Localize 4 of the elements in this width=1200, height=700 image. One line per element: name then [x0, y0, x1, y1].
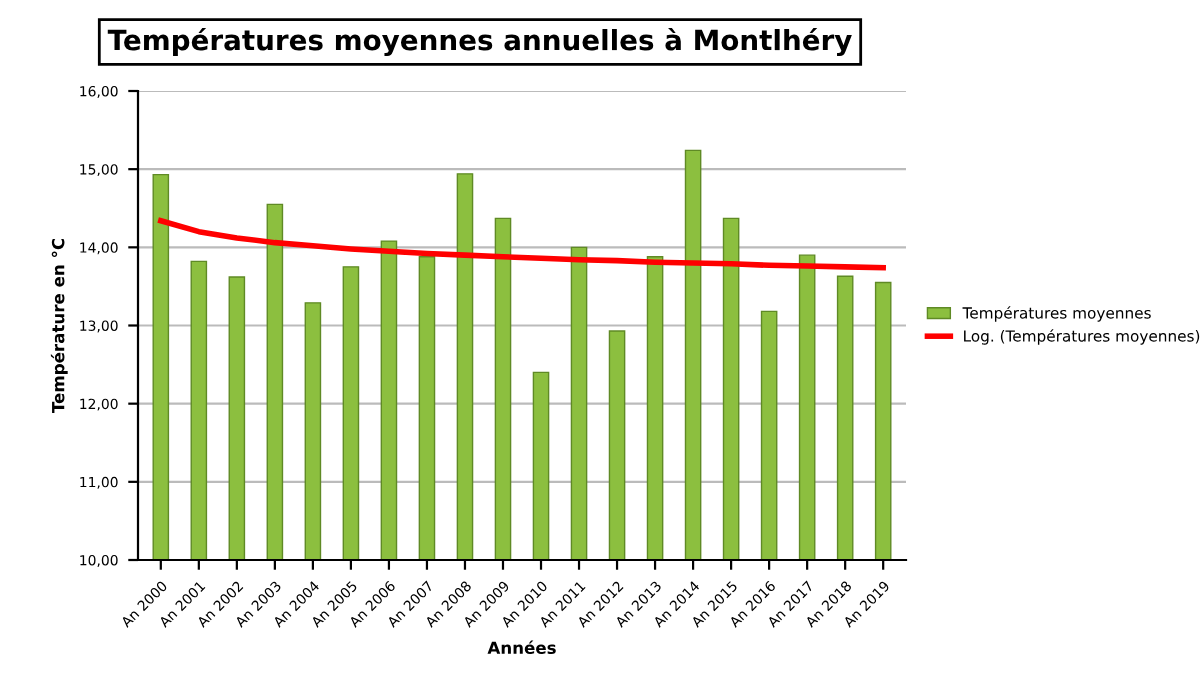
- line-series: [158, 217, 886, 271]
- x-axis-title: Années: [487, 640, 556, 655]
- chart-title: Températures moyennes annuelles à Montlhéry: [107, 27, 852, 57]
- y-axis-title: Température en °C: [50, 238, 68, 414]
